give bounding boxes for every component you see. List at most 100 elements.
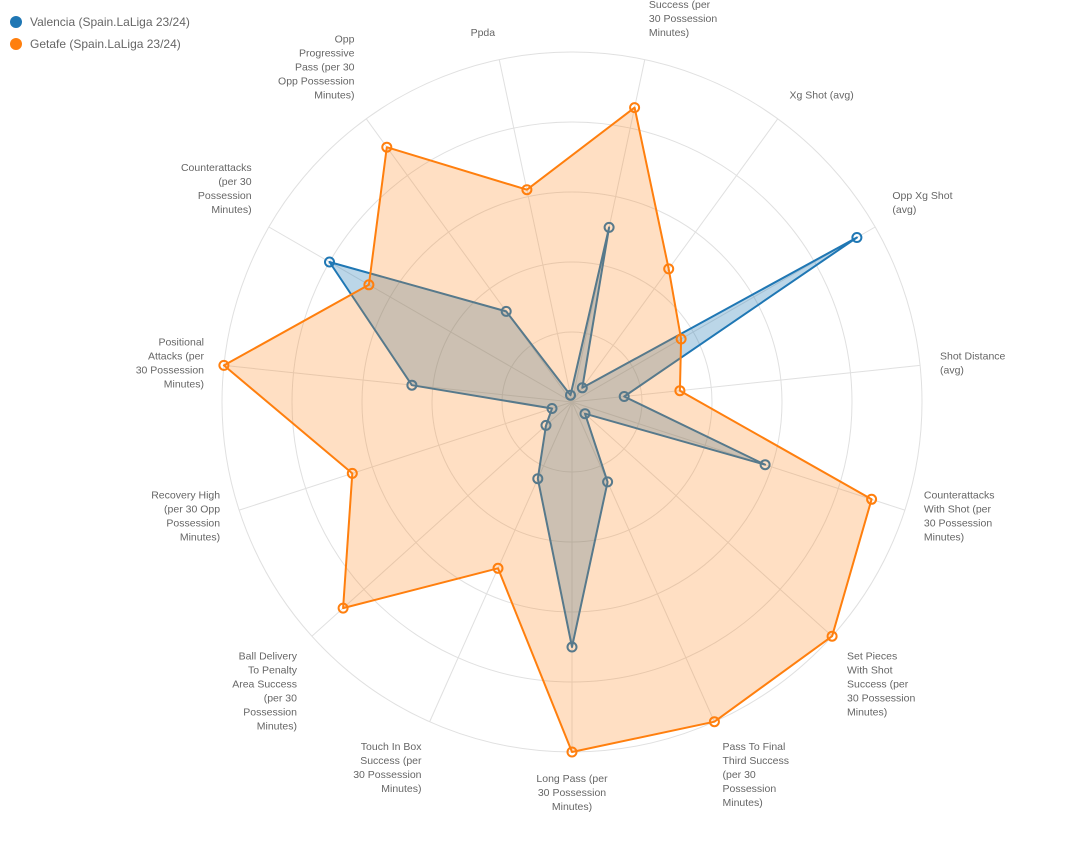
axis-line-13	[268, 226, 573, 403]
data-point-s1-1[interactable]	[603, 221, 615, 233]
data-point-s1-10[interactable]	[540, 419, 552, 431]
axis-label-line: Ball Delivery	[239, 651, 298, 663]
data-point-s2-8[interactable]	[566, 746, 578, 758]
axis-label-line: Possession	[198, 190, 252, 202]
axis-label-line: Counterattacks	[924, 489, 995, 501]
axis-line-4	[571, 364, 921, 403]
data-point-s1-12[interactable]	[406, 379, 418, 391]
data-point-s1-14[interactable]	[500, 305, 512, 317]
data-point-s1-5[interactable]	[759, 459, 771, 471]
data-point-s2-7[interactable]	[708, 716, 720, 728]
data-point-s1-11[interactable]	[546, 403, 558, 414]
axis-label-line: Attacks (per	[148, 350, 205, 362]
legend-item-valencia[interactable]: Valencia (Spain.LaLiga 23/24)	[10, 12, 190, 32]
data-point-s1-7[interactable]	[602, 476, 614, 488]
axis-label-line: Recovery High	[151, 489, 220, 501]
data-point-s2-12[interactable]	[218, 359, 230, 371]
axis-line-14	[365, 118, 573, 403]
data-point-s1-8[interactable]	[566, 641, 578, 653]
data-point-s1-6[interactable]	[579, 408, 591, 420]
data-point-s1-13[interactable]	[324, 256, 335, 268]
data-point-s2-15[interactable]	[521, 184, 533, 196]
axis-label-5: Counterattacks With Shot (per 30 Possessio…	[924, 489, 995, 543]
data-point-s1-9[interactable]	[532, 473, 544, 485]
series-area-1	[328, 226, 858, 648]
axis-label-line: 30 Possession	[353, 769, 421, 781]
axis-label-7: Pass To Final Third Success (per 30 Possess…	[723, 741, 790, 809]
data-point-s2-3[interactable]	[675, 333, 687, 345]
axis-label-line: Opp	[335, 34, 355, 46]
axis-label-line: Third Success	[723, 755, 790, 767]
axis-label-15: Ppda	[471, 27, 496, 39]
series-2	[218, 102, 878, 758]
axis-label-10: Ball Delivery To Penalty Area Success (per …	[232, 651, 298, 733]
axis-label-9: Touch In Box Success (per 30 Possession Min…	[353, 741, 422, 795]
data-point-s2-4[interactable]	[674, 385, 686, 397]
data-point-s2-10[interactable]	[337, 602, 349, 614]
axis-label-line: (avg)	[892, 204, 916, 216]
axis-label-line: 30 Possession	[538, 787, 606, 799]
axis-line-10	[311, 401, 573, 637]
axis-label-line: Opp Possession	[278, 76, 355, 88]
axis-label-13: Counterattacks (per 30 Possession Minutes)	[181, 162, 252, 216]
axis-label-line: Minutes)	[552, 801, 592, 813]
data-point-s1-15[interactable]	[565, 389, 576, 401]
axis-line-5	[571, 401, 906, 511]
axis-line-2	[571, 118, 779, 403]
axis-label-2: Xg Shot (avg)	[790, 90, 854, 102]
legend-marker-getafe	[10, 38, 22, 50]
data-point-s1-2[interactable]	[576, 382, 588, 394]
series-area-2	[222, 106, 873, 753]
data-point-s1-4[interactable]	[618, 391, 630, 402]
axis-label-11: Recovery High (per 30 Opp Possession Minute…	[151, 489, 220, 543]
data-point-s2-11[interactable]	[346, 467, 358, 479]
data-point-s2-6[interactable]	[826, 630, 838, 642]
axis-label-line: Minutes)	[180, 531, 220, 543]
axis-label-14: Opp Progressive Pass (per 30 Opp Possession…	[278, 34, 355, 102]
axis-label-line: Minutes)	[164, 378, 204, 390]
axis-label-line: Shot Distance	[940, 350, 1006, 362]
axis-label-line: 30 Possession	[847, 693, 915, 705]
axis-label-line: To Penalty	[248, 665, 298, 677]
axis-label-line: Pass To Final	[723, 741, 786, 753]
axis-label-line: Ppda	[471, 27, 496, 39]
axis-line-6	[571, 401, 833, 637]
data-point-s2-2[interactable]	[663, 263, 675, 275]
axis-label-4: Shot Distance (avg)	[940, 350, 1006, 376]
axis-line-7	[571, 401, 715, 722]
data-point-s1-3[interactable]	[851, 232, 863, 243]
axis-label-line: Minutes)	[381, 783, 421, 795]
series-1	[324, 221, 863, 653]
axis-label-line: Area Success	[232, 679, 297, 691]
axis-label-line: With Shot (per	[924, 503, 992, 515]
axis-label-line: Success (per	[360, 755, 422, 767]
axis-label-line: (per 30	[723, 769, 756, 781]
axis-label-line: Minutes)	[649, 27, 689, 39]
axis-label-line: Positional	[158, 336, 204, 348]
axis-label-line: Possession	[723, 783, 777, 795]
axis-label-line: 30 Possession	[136, 364, 204, 376]
axis-label-line: Minutes)	[723, 797, 763, 809]
axis-label-line: Set Pieces	[847, 651, 897, 663]
axis-label-line: Touch In Box	[361, 741, 422, 753]
axis-label-line: (per 30	[218, 176, 251, 188]
axis-line-9	[429, 401, 573, 722]
data-point-s2-5[interactable]	[866, 493, 878, 505]
legend-label-valencia: Valencia (Spain.LaLiga 23/24)	[30, 15, 190, 29]
axis-label-line: With Shot	[847, 665, 893, 677]
data-point-s2-9[interactable]	[492, 562, 504, 574]
axis-label-line: Minutes)	[211, 204, 251, 216]
data-point-s2-1[interactable]	[629, 102, 641, 114]
axis-label-line: Progressive	[299, 48, 355, 60]
data-point-s2-14[interactable]	[381, 141, 393, 153]
axis-label-12: Positional Attacks (per 30 Possession Minut…	[136, 336, 205, 390]
axis-line-11	[238, 401, 573, 511]
legend: Valencia (Spain.LaLiga 23/24) Getafe (Sp…	[10, 12, 190, 56]
axis-label-line: Minutes)	[314, 90, 354, 102]
axis-label-line: Opp Xg Shot	[892, 190, 952, 202]
data-point-s2-13[interactable]	[363, 279, 375, 291]
legend-item-getafe[interactable]: Getafe (Spain.LaLiga 23/24)	[10, 34, 190, 54]
